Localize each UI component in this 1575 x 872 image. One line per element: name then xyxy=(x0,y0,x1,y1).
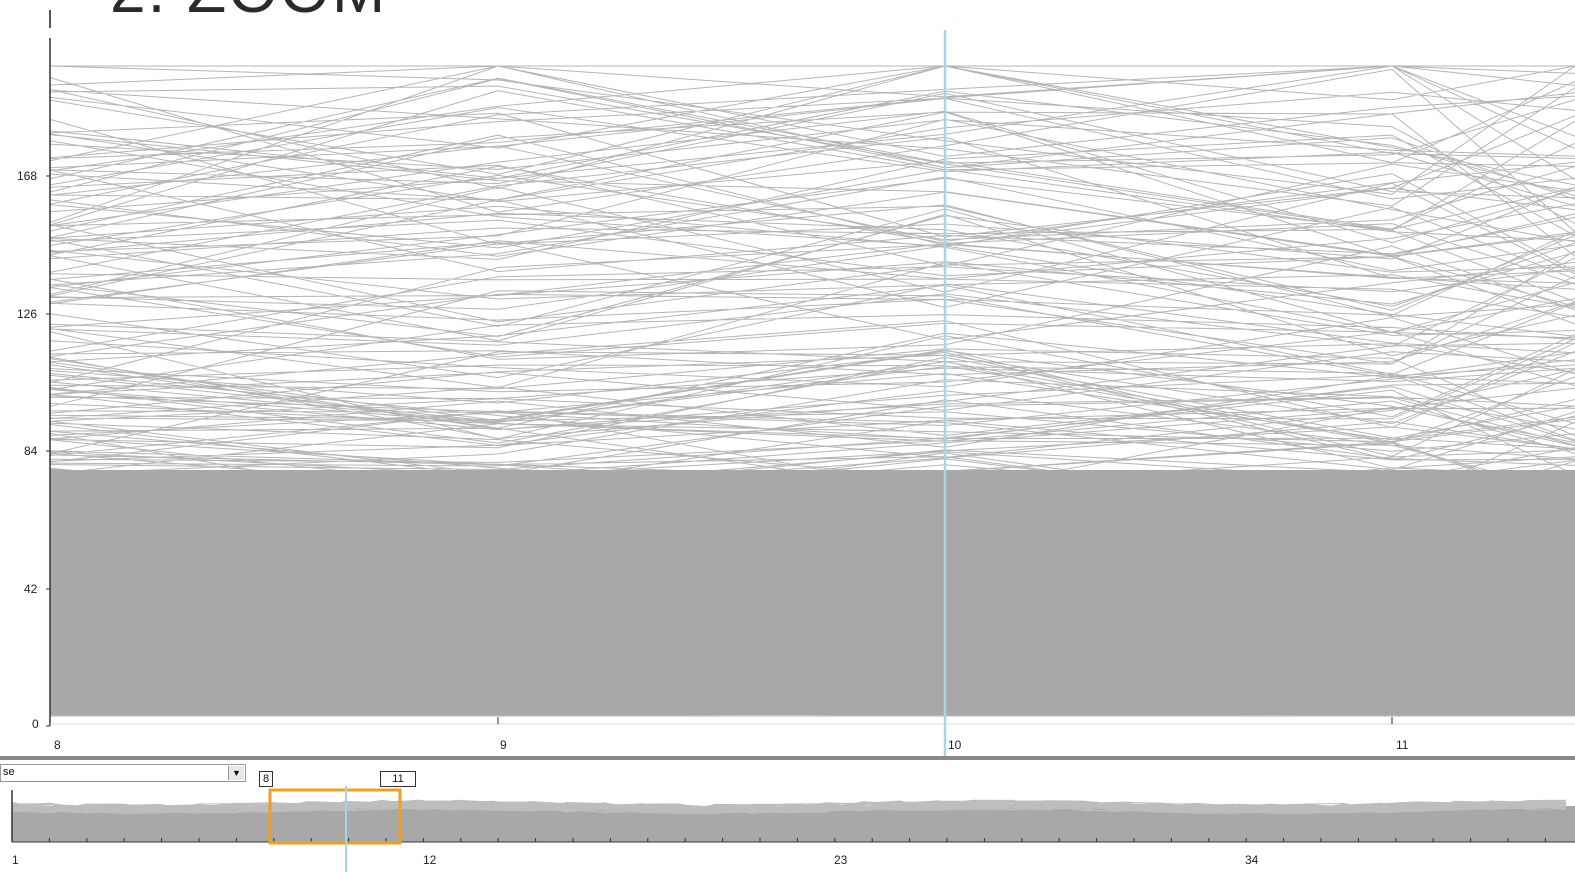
y-tick-label: 84 xyxy=(24,444,38,458)
profile-lines xyxy=(49,65,1575,717)
x-tick-label: 8 xyxy=(54,738,61,752)
overview-x-tick-label: 1 xyxy=(12,853,19,867)
main-line-chart[interactable]: 168 126 84 42 0 8 9 10 11 xyxy=(0,0,1575,756)
range-end-label: 11 xyxy=(380,771,416,787)
overview-x-tick-label: 12 xyxy=(423,853,437,867)
title-marker xyxy=(49,10,51,28)
measure-dropdown[interactable]: se ▼ xyxy=(0,764,246,782)
overview-x-tick-label: 34 xyxy=(1245,853,1259,867)
zoom-selection-box[interactable] xyxy=(268,788,402,845)
y-tick-label: 42 xyxy=(24,582,38,596)
measure-dropdown-value: se xyxy=(3,766,15,778)
overview-chart[interactable]: 1 12 23 34 xyxy=(0,786,1575,872)
overview-tick-marks xyxy=(11,838,1546,842)
x-tick-label: 10 xyxy=(948,738,962,752)
y-tick-label: 126 xyxy=(17,307,37,321)
overview-x-tick-label: 23 xyxy=(834,853,848,867)
chevron-down-icon[interactable]: ▼ xyxy=(228,766,244,780)
y-tick-label: 0 xyxy=(32,717,39,731)
x-tick-label: 9 xyxy=(500,738,507,752)
overview-profile-lines xyxy=(11,799,1575,842)
x-tick-label: 11 xyxy=(1396,738,1409,752)
panel-divider[interactable] xyxy=(0,756,1575,760)
y-tick-label: 168 xyxy=(17,169,37,183)
page-title: 2. ZOOM xyxy=(110,0,387,22)
range-start-label: 8 xyxy=(259,771,274,787)
